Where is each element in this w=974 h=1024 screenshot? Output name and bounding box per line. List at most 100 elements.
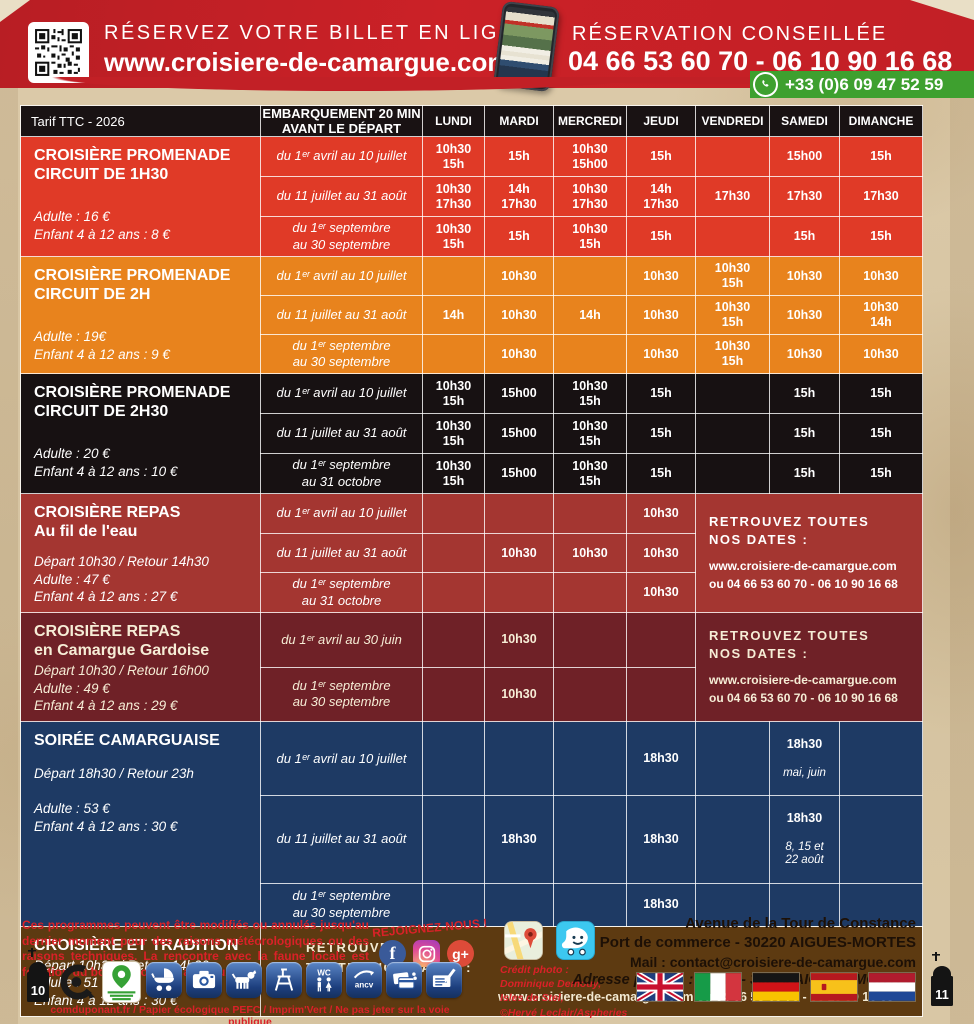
table-header-row: Tarif TTC - 2026 EMBARQUEMENT 20 MIN AVA… xyxy=(20,105,923,137)
time-cell xyxy=(695,882,770,927)
date-range: du 1ᵉʳ avril au 30 juin xyxy=(260,612,423,668)
print-info-line: comduponant.fr / Papier écologique PEFC … xyxy=(50,1004,450,1024)
section-prices: Adulte : 19€ Enfant 4 à 12 ans : 9 € xyxy=(34,329,170,362)
time-cell xyxy=(839,721,923,797)
table-row: du 11 juillet au 31 août 10h30 15h 15h00… xyxy=(21,413,923,454)
time-cell xyxy=(839,795,923,884)
waze-icon[interactable] xyxy=(557,922,594,959)
section-label: CROISIÈRE PROMENADE CIRCUIT DE 1H30 Adul… xyxy=(20,136,261,257)
day-header: VENDREDI xyxy=(695,105,770,137)
section-title: CROISIÈRE ET TRADITION xyxy=(34,936,239,954)
time-cell: 10h30 xyxy=(626,493,696,534)
time-cell xyxy=(484,882,554,927)
day-header: MERCREDI xyxy=(553,105,627,137)
netherlands-flag-icon xyxy=(869,973,915,1001)
promo-title: RETROUVEZ TOUTES NOS DATES : xyxy=(709,513,870,548)
whatsapp-strip[interactable]: +33 (0)6 09 47 52 59 xyxy=(750,71,974,98)
tower-page-number-left: 10 xyxy=(22,948,54,1004)
google-plus-glyph: g+ xyxy=(452,945,469,962)
table-row: CROISIÈRE PROMENADE CIRCUIT DE 2H Adulte… xyxy=(20,256,923,374)
table-row: CROISIÈRE REPAS en Camargue Gardoise Dép… xyxy=(20,612,923,723)
section-prices: Adulte : 20 € Enfant 4 à 12 ans : 10 € xyxy=(34,446,178,479)
reservation-advised-text: RÉSERVATION CONSEILLÉE xyxy=(572,23,888,45)
time-cell: 18h30 xyxy=(626,795,696,884)
sites-touristiques-gard-logo xyxy=(103,962,140,1002)
time-cell: 15h xyxy=(839,413,923,454)
smartphone-photo xyxy=(493,0,560,93)
date-range: du 11 juillet au 31 août xyxy=(260,176,423,217)
time-cell: 15h00 xyxy=(484,453,554,494)
table-row: CROISIÈRE REPAS Au fil de l'eau Départ 1… xyxy=(20,492,923,614)
table-row: du 11 juillet au 31 août 18h30 18h30 18h… xyxy=(21,795,923,884)
photo-credit: Crédit photo : Dominique Demouy, Isles d… xyxy=(500,964,628,1019)
date-range: du 11 juillet au 31 août xyxy=(260,295,423,335)
time-cell xyxy=(695,136,770,177)
promo-dates-block: RETROUVEZ TOUTES NOS DATES : www.croisie… xyxy=(695,612,923,723)
section-soiree-camarguaise: SOIRÉE CAMARGUAISE Départ 18h30 / Retour… xyxy=(20,721,923,927)
time-cell: 10h30 14h xyxy=(839,295,923,335)
time-note: mai, juin xyxy=(783,767,826,780)
time-note: 8, 15 et 22 août xyxy=(785,841,824,867)
time-cell: 15h xyxy=(839,216,923,257)
date-range: du 11 juillet au 31 août xyxy=(260,413,423,454)
time-cell xyxy=(422,612,485,668)
whatsapp-number: +33 (0)6 09 47 52 59 xyxy=(785,74,944,94)
time-cell: 18h30 xyxy=(484,795,554,884)
website-link[interactable]: www.croisiere-de-camargue.com xyxy=(104,47,511,77)
time-cell: 15h xyxy=(626,453,696,494)
time-cell: 17h30 xyxy=(839,176,923,217)
date-range: du 1ᵉʳ septembre au 30 septembre xyxy=(260,882,423,927)
time-cell xyxy=(484,572,554,614)
address-line-2: Port de commerce - 30220 AIGUES-MORTES xyxy=(599,933,916,951)
time-cell: 10h30 xyxy=(626,532,696,574)
time-cell xyxy=(695,795,770,884)
section-title: SOIRÉE CAMARGUAISE xyxy=(34,732,220,750)
time-cell: 15h xyxy=(769,373,840,414)
highchair-icon xyxy=(266,962,302,998)
time-cell: 10h30 xyxy=(484,666,554,723)
time-cell xyxy=(553,334,627,374)
section-label: CROISIÈRE REPAS Au fil de l'eau Départ 1… xyxy=(20,492,261,614)
section-label: CROISIÈRE PROMENADE CIRCUIT DE 2H30 Adul… xyxy=(20,373,261,494)
ancv-label: ancv xyxy=(355,981,374,990)
tower-page-number-right: 11 xyxy=(926,952,958,1008)
table-row: du 1ᵉʳ septembre au 30 septembre 10h30 xyxy=(21,666,923,723)
language-flags xyxy=(637,973,915,1001)
day-header: LUNDI xyxy=(422,105,485,137)
table-row: du 11 juillet au 31 août 10h30 17h30 14h… xyxy=(21,176,923,217)
table-row: du 1ᵉʳ septembre au 31 octobre 10h30 xyxy=(21,572,923,614)
tarif-header: Tarif TTC - 2026 xyxy=(20,105,261,137)
date-range: du 1ᵉʳ avril au 10 juillet xyxy=(260,493,423,534)
time-cell xyxy=(695,216,770,257)
time-cell: 14h 17h30 xyxy=(626,176,696,217)
time-cell: 14h xyxy=(422,295,485,335)
mail-line[interactable]: Mail : contact@croisiere-de-camargue.com xyxy=(630,953,916,970)
date-range: du 1ᵉʳ avril au 10 juillet xyxy=(260,373,423,414)
section-repas-fil-de-leau: CROISIÈRE REPAS Au fil de l'eau Départ 1… xyxy=(20,492,923,614)
time-cell: 15h xyxy=(839,136,923,177)
time-cell xyxy=(553,721,627,797)
time-cell xyxy=(422,721,485,797)
table-row: SOIRÉE CAMARGUAISE Départ 18h30 / Retour… xyxy=(20,721,923,927)
facebook-glyph: f xyxy=(389,943,396,963)
smartphone-screen xyxy=(497,6,556,87)
time-cell xyxy=(695,453,770,494)
time-cell xyxy=(553,572,627,614)
section-prices: Adulte : 16 € Enfant 4 à 12 ans : 8 € xyxy=(34,209,170,242)
time-cell: 10h30 xyxy=(626,256,696,296)
google-maps-icon[interactable] xyxy=(505,922,542,959)
promo-contact-link[interactable]: www.croisiere-de-camargue.com ou 04 66 5… xyxy=(709,673,898,705)
section-prices: Départ 10h30 / Retour 16h00 Adulte : 49 … xyxy=(34,663,209,714)
time-cell: 10h30 15h xyxy=(695,334,770,374)
time-cell: 10h30 15h xyxy=(553,216,627,257)
uk-flag-icon xyxy=(637,973,683,1001)
time-cell xyxy=(553,795,627,884)
wc-label: WC xyxy=(317,968,331,977)
date-range: du 1ᵉʳ avril au 10 juillet xyxy=(260,721,423,797)
time-cell: 10h30 15h xyxy=(422,136,485,177)
cheque-icon xyxy=(426,962,462,998)
promo-contact-link[interactable]: www.croisiere-de-camargue.com ou 04 66 5… xyxy=(709,559,898,591)
time-cell: 10h30 17h30 xyxy=(422,176,485,217)
section-promenade-1h30: CROISIÈRE PROMENADE CIRCUIT DE 1H30 Adul… xyxy=(20,136,923,257)
